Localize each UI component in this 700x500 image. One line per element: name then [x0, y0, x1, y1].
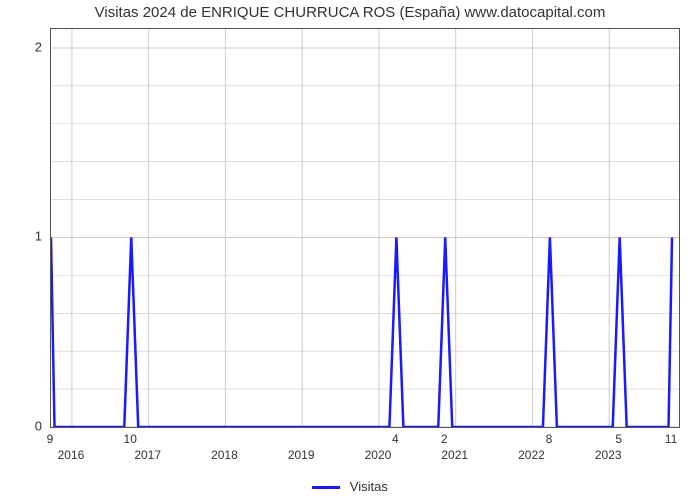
chart-title: Visitas 2024 de ENRIQUE CHURRUCA ROS (Es… — [0, 4, 700, 21]
x-tick-label-value: 11 — [665, 432, 677, 446]
legend: Visitas — [0, 479, 700, 494]
x-tick-label-value: 10 — [124, 432, 137, 446]
x-tick-label-value: 9 — [47, 432, 54, 446]
series-line — [51, 237, 672, 427]
x-tick-label-year: 2019 — [288, 448, 315, 462]
x-tick-label-value: 2 — [441, 432, 448, 446]
x-tick-label-value: 8 — [546, 432, 553, 446]
x-tick-label-year: 2021 — [441, 448, 468, 462]
x-tick-label-value: 5 — [615, 432, 622, 446]
x-tick-label-year: 2017 — [134, 448, 161, 462]
plot-area — [50, 28, 680, 428]
legend-label: Visitas — [350, 479, 388, 494]
y-tick-label: 1 — [35, 229, 42, 244]
y-tick-label: 0 — [35, 419, 42, 434]
x-tick-label-year: 2018 — [211, 448, 238, 462]
x-tick-label-year: 2022 — [518, 448, 545, 462]
x-tick-label-year: 2016 — [58, 448, 85, 462]
x-tick-label-year: 2023 — [595, 448, 622, 462]
legend-line-icon — [312, 486, 340, 489]
y-tick-label: 2 — [35, 39, 42, 54]
plot-svg — [51, 29, 679, 427]
chart-container: Visitas 2024 de ENRIQUE CHURRUCA ROS (Es… — [0, 0, 700, 500]
x-tick-label-year: 2020 — [365, 448, 392, 462]
x-tick-label-value: 4 — [392, 432, 399, 446]
